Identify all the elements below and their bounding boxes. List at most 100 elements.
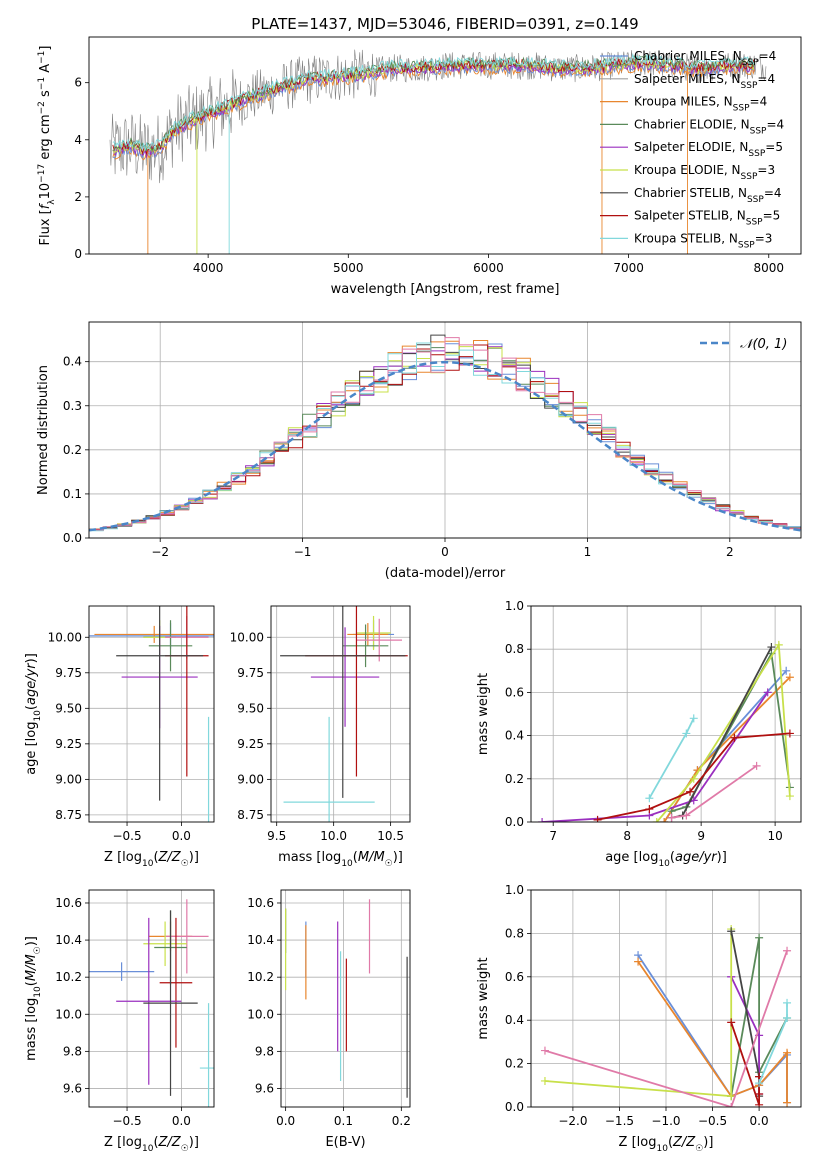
tick-label-x: 10 <box>767 829 782 843</box>
axes-spectrum: 4000 5000 6000 7000 8000 0 2 4 6 wavelength [Angs… <box>37 36 802 297</box>
legend-entry: Chabrier STELIB, NSSP=4 <box>634 186 782 205</box>
mass-weight-marker <box>783 1098 792 1107</box>
y-axis-label: mass weight <box>476 673 491 755</box>
frame <box>280 889 411 1108</box>
tick-label-y: 8.75 <box>55 808 82 822</box>
tick-label-y: 9.8 <box>255 1044 274 1058</box>
tick-label-x: 7000 <box>613 261 644 275</box>
tick-label-y: 9.00 <box>237 772 264 786</box>
tick-label-y: 0.6 <box>505 685 524 699</box>
tick-label-y: 10.2 <box>55 970 82 984</box>
plot-area-age_vs_mass <box>280 606 408 822</box>
mass-weight-marker <box>645 794 654 803</box>
tick-label-y: 0.0 <box>505 1100 524 1114</box>
tick-label-x: 0.0 <box>750 1114 769 1128</box>
mass-weight-marker <box>785 673 794 682</box>
frame <box>88 605 215 823</box>
legend-entry: Kroupa STELIB, NSSP=3 <box>634 231 772 250</box>
tick-label-x: −0.5 <box>112 1114 141 1128</box>
axes-mass_vs_Z: −0.5 0.0 9.6 9.8 10.0 10.2 10.4 10.6 Z [log10(Z/… <box>24 889 215 1154</box>
mass-weight-marker <box>689 774 698 783</box>
tick-label-y: 6 <box>74 76 82 90</box>
x-axis-label: wavelength [Angstrom, rest frame] <box>331 282 560 297</box>
frame <box>530 605 802 823</box>
tick-label-x: 8 <box>623 829 631 843</box>
mass-weight-marker <box>774 640 783 649</box>
tick-label-y: 10.4 <box>247 933 274 947</box>
frame <box>530 889 802 1108</box>
mass-weight-marker <box>730 733 739 742</box>
tick-label-x: 10.5 <box>377 829 404 843</box>
plot-area-mass_vs_Z <box>89 899 214 1107</box>
mass-weight-marker <box>727 1103 736 1107</box>
tick-label-x: −2.0 <box>558 1114 587 1128</box>
axes-residuals: −2 −1 0 1 2 0.0 0.1 0.2 0.3 0.4 (data-model)/error… <box>36 321 802 581</box>
y-axis-label: mass weight <box>476 957 491 1039</box>
x-axis-label: Z [log10(Z/Z☉)] <box>104 1135 199 1154</box>
tick-label-y: 8.75 <box>237 808 264 822</box>
tick-label-y: 1.0 <box>505 883 524 897</box>
tick-label-x: −2 <box>151 545 169 559</box>
tick-label-x: 9.5 <box>267 829 286 843</box>
tick-label-y: 0.0 <box>63 531 82 545</box>
tick-label-y: 10.0 <box>247 1007 274 1021</box>
x-axis-label: Z [log10(Z/Z☉)] <box>619 1135 714 1154</box>
mass-weight-marker <box>752 761 761 770</box>
mass-weight-marker <box>540 1076 549 1085</box>
mass-weight-marker <box>682 811 691 820</box>
figure-title: PLATE=1437, MJD=53046, FIBERID=0391, z=0… <box>251 15 638 33</box>
tick-label-x: 6000 <box>473 261 504 275</box>
tick-label-y: 9.8 <box>63 1044 82 1058</box>
tick-label-y: 2 <box>74 190 82 204</box>
plot-area-massweight_vs_age <box>538 640 794 822</box>
tick-label-x: 0.2 <box>392 1114 411 1128</box>
tick-label-y: 0.3 <box>63 399 82 413</box>
mass-weight-marker <box>755 1089 764 1098</box>
plot-area-mass_vs_EBV <box>285 899 408 1098</box>
tick-label-x: 2 <box>726 545 734 559</box>
mass-weight-marker <box>782 666 791 675</box>
legend-entry: Chabrier MILES, NSSP=4 <box>634 49 776 68</box>
mass-weight-line <box>542 691 769 822</box>
x-axis-label: age [log10(age/yr)] <box>605 850 727 869</box>
tick-label-x: 0.0 <box>172 1114 191 1128</box>
tick-label-x: −1 <box>294 545 312 559</box>
axes-age_vs_mass: 9.5 10.0 10.5 8.75 9.00 9.25 9.50 9.75 10.00 mass… <box>230 605 411 869</box>
mass-weight-line <box>656 642 791 822</box>
mass-weight-line <box>730 937 788 1097</box>
tick-label-y: 0.8 <box>505 642 524 656</box>
tick-label-x: −1.0 <box>651 1114 680 1128</box>
model-spectrum <box>112 52 755 151</box>
y-axis-label: age [log10(age/yr)] <box>24 653 43 775</box>
mass-weight-marker <box>689 714 698 723</box>
y-axis-label: Flux [fλ10−17 erg cm−2 s−1 A−1] <box>37 46 57 246</box>
mass-weight-marker <box>682 729 691 738</box>
legend-entry: Salpeter MILES, NSSP=4 <box>634 72 775 91</box>
axes-massweight_vs_age: 7 8 9 10 0.0 0.2 0.4 0.6 0.8 1.0 age [log10(age/yr… <box>476 599 802 869</box>
frame <box>88 321 802 539</box>
mass-weight-marker <box>763 688 772 697</box>
legend-entry: Chabrier ELODIE, NSSP=4 <box>634 117 784 136</box>
mass-weight-line <box>671 650 791 813</box>
mass-weight-marker <box>783 1048 792 1057</box>
plot-area-massweight_vs_Z <box>540 925 792 1107</box>
plot-area-spectrum <box>109 49 767 254</box>
tick-label-x: 7 <box>549 829 557 843</box>
frame <box>88 36 802 255</box>
tick-label-y: 9.25 <box>55 737 82 751</box>
tick-label-x: −0.5 <box>698 1114 727 1128</box>
tick-label-y: 10.00 <box>230 630 264 644</box>
y-axis-label: Normed distribution <box>36 365 51 495</box>
legend-entry: Kroupa MILES, NSSP=4 <box>634 95 767 114</box>
x-axis-label: (data-model)/error <box>385 566 506 581</box>
x-axis-label: mass [log10(M/M☉)] <box>278 850 403 869</box>
tick-label-y: 4 <box>74 133 82 147</box>
mass-weight-marker <box>634 957 643 966</box>
mass-weight-marker <box>667 813 676 822</box>
x-axis-label: E(B-V) <box>325 1135 365 1150</box>
mass-weight-marker <box>593 815 602 822</box>
legend-entry: 𝒩(0, 1) <box>740 337 787 352</box>
legend-entry: Salpeter ELODIE, NSSP=5 <box>634 140 783 159</box>
tick-label-x: 10.0 <box>320 829 347 843</box>
tick-label-y: 0.4 <box>505 1013 524 1027</box>
